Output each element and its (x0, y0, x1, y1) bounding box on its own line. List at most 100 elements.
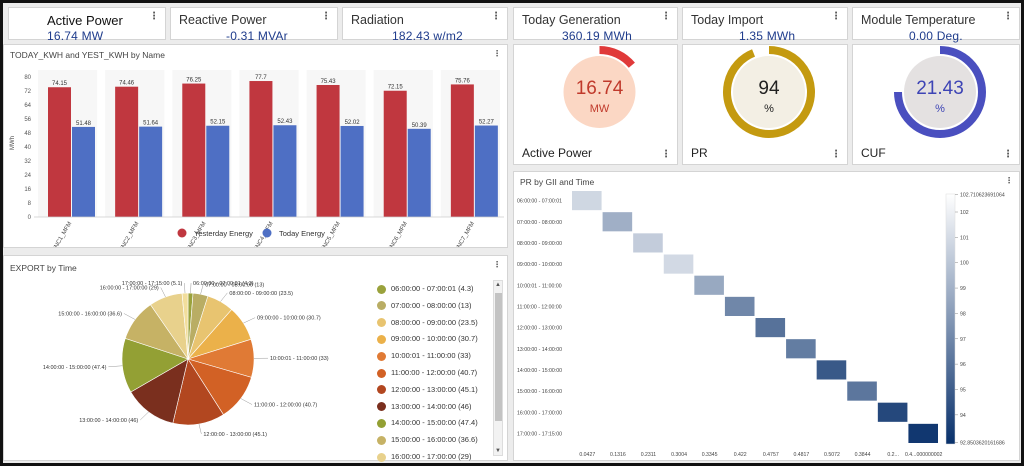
more-options-icon[interactable]: ⋮ (321, 11, 331, 22)
more-options-icon[interactable]: ⋮ (661, 149, 671, 160)
row-label: 14:00:00 - 15:00:00 (517, 368, 562, 374)
x-tick-label: INC2_MFM (120, 221, 141, 247)
legend-item[interactable]: 15:00:00 - 16:00:00 (36.6) (377, 435, 478, 445)
legend-label: 10:00:01 - 11:00:00 (33) (391, 351, 471, 361)
gauge-unit: MW (590, 103, 610, 115)
bar (450, 84, 474, 217)
heatmap-cell (724, 296, 755, 316)
bar (340, 125, 364, 217)
scroll-up-icon[interactable]: ▲ (495, 282, 501, 288)
legend-marker (377, 435, 386, 445)
pie-slice-label: 09:00:00 - 10:00:00 (30.7) (257, 316, 321, 322)
legend-item[interactable]: 06:00:00 - 07:00:01 (4.3) (377, 284, 474, 294)
legend-item[interactable]: 08:00:00 - 09:00:00 (23.5) (377, 318, 478, 328)
colorbar-tick-label: 102 (960, 210, 969, 216)
x-tick-label: INC1_MFM (53, 221, 74, 247)
pie-slice-label: 06:00:00 - 07:00:01 (4.3) (193, 281, 254, 287)
scroll-down-icon[interactable]: ▼ (495, 448, 501, 454)
pie-leader-line (198, 424, 202, 434)
bar (316, 84, 340, 217)
pie-leader-line (243, 317, 256, 324)
column-label: 0.422 (734, 452, 747, 458)
colorbar-tick-label: 96 (960, 362, 966, 368)
legend-item[interactable]: 07:00:00 - 08:00:00 (13) (377, 301, 471, 311)
kpi-card-radiation[interactable]: Radiation 182.43 w/m2 ⋮ (342, 7, 508, 43)
legend-label: 13:00:00 - 14:00:00 (46) (391, 401, 472, 411)
pie-slice-label: 10:00:01 - 11:00:00 (33) (270, 356, 329, 362)
y-tick-label: 48 (24, 131, 31, 137)
legend-label: 06:00:00 - 07:00:01 (4.3) (391, 284, 474, 293)
gauge-chart: 16.74 MW (563, 46, 636, 128)
more-options-icon[interactable]: ⋮ (1003, 149, 1013, 160)
legend-item[interactable]: 12:00:00 - 13:00:00 (45.1) (377, 385, 478, 395)
kpi-card-today-generation[interactable]: Today Generation 360.19 MWh ⋮ (513, 7, 678, 43)
legend-label: Yesterday Energy (194, 229, 253, 238)
more-options-icon[interactable]: ⋮ (1003, 11, 1013, 22)
legend-scrollbar[interactable]: ▲ ▼ (493, 280, 503, 456)
bar (249, 81, 273, 218)
y-tick-label: 32 (24, 159, 31, 165)
kpi-title: Reactive Power (179, 13, 267, 27)
more-options-icon[interactable]: ⋮ (1005, 176, 1013, 185)
heatmap-cell (663, 254, 694, 274)
pie-leader-line (220, 292, 228, 302)
more-options-icon[interactable]: ⋮ (491, 11, 501, 22)
bar (407, 128, 431, 217)
gauge-value: 21.43 (916, 78, 964, 99)
bar-value-label: 74.15 (52, 81, 68, 87)
row-label: 09:00:00 - 10:00:00 (517, 262, 562, 268)
legend-label: 08:00:00 - 09:00:00 (23.5) (391, 317, 478, 327)
heatmap-card: PR by GII and Time ⋮ 06:00:00 - 07:00:01… (513, 171, 1020, 461)
kpi-card-reactive-power[interactable]: Reactive Power -0.31 MVAr ⋮ (170, 7, 338, 43)
more-options-icon[interactable]: ⋮ (831, 149, 841, 160)
x-tick-label: INC7_MFM (456, 221, 477, 247)
pie-chart-card: EXPORT by Time ⋮ (3, 255, 508, 461)
kpi-title: Active Power (47, 13, 123, 28)
kpi-value: 0.00 Deg. (909, 29, 963, 43)
pie-slice-label: 11:00:00 - 12:00:00 (40.7) (254, 403, 317, 409)
bar (139, 126, 163, 217)
more-options-icon[interactable]: ⋮ (661, 11, 671, 22)
gauge-title: Active Power (522, 146, 593, 160)
kpi-card-module-temperature[interactable]: Module Temperature 0.00 Deg. ⋮ (852, 7, 1020, 43)
kpi-title: Module Temperature (861, 13, 976, 27)
kpi-title: Radiation (351, 13, 404, 27)
legend-label: Today Energy (279, 229, 325, 238)
pie-leader-line (184, 283, 186, 294)
gauge-card-cuf: 21.43% CUF ⋮ (852, 44, 1020, 165)
kpi-card-today-import[interactable]: Today Import 1.35 MWh ⋮ (682, 7, 848, 43)
y-axis-label: MWh (10, 136, 16, 150)
pie-slice-label: 16:00:00 - 17:00:00 (29) (100, 286, 159, 292)
more-options-icon[interactable]: ⋮ (493, 49, 501, 58)
more-options-icon[interactable]: ⋮ (149, 11, 159, 22)
y-tick-label: 16 (24, 187, 31, 193)
bar (273, 125, 297, 217)
more-options-icon[interactable]: ⋮ (493, 260, 501, 269)
gauge-arc (599, 46, 635, 68)
legend-item[interactable]: 14:00:00 - 15:00:00 (47.4) (377, 418, 478, 428)
scroll-thumb[interactable] (495, 293, 502, 421)
column-label: 0.4...000000002 (905, 452, 943, 458)
bar-value-label: 76.25 (186, 78, 202, 84)
gauge-value: 94 (758, 78, 780, 99)
column-label: 0.1316 (610, 452, 626, 458)
row-label: 16:00:00 - 17:00:00 (517, 410, 562, 416)
legend-item[interactable]: 11:00:00 - 12:00:00 (40.7) (377, 368, 477, 378)
kpi-title: Today Import (691, 13, 764, 27)
gauge-value: 16.74 (576, 78, 624, 99)
legend-label: 12:00:00 - 13:00:00 (45.1) (391, 384, 478, 394)
colorbar-tick-label: 101 (960, 235, 969, 241)
gauge-track (563, 56, 636, 128)
more-options-icon[interactable]: ⋮ (831, 11, 841, 22)
pie-leader-line (240, 398, 253, 405)
legend-item[interactable]: 09:00:00 - 10:00:00 (30.7) (377, 334, 478, 344)
pie-slice-label: 14:00:00 - 15:00:00 (47.4) (43, 365, 107, 371)
legend-item[interactable]: 10:00:01 - 11:00:00 (33) (377, 351, 471, 361)
bar (206, 125, 230, 217)
kpi-card-active-power[interactable]: Active Power 16.74 MW ⋮ (8, 7, 166, 43)
gauge-track (904, 56, 976, 128)
colorbar-tick-label: 98 (960, 311, 966, 317)
legend-item[interactable]: 13:00:00 - 14:00:00 (46) (377, 402, 471, 412)
legend-item[interactable]: 16:00:00 - 17:00:00 (29) (377, 452, 471, 462)
chart-title: TODAY_KWH and YEST_KWH by Name (10, 50, 165, 60)
